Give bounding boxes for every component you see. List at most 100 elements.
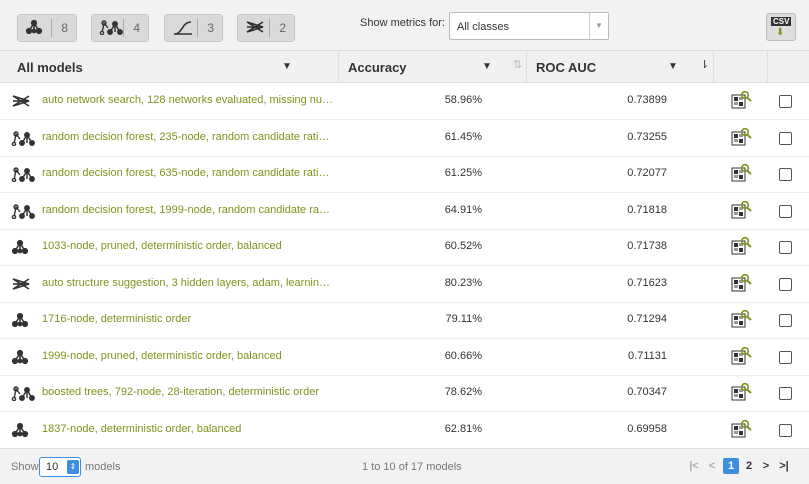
filter-icon [245,19,265,38]
accuracy: 62.81% [444,422,482,435]
table-row: auto structure suggestion, 3 hidden laye… [0,266,809,303]
accuracy: 61.25% [444,167,482,179]
model-name[interactable]: 1033-node, pruned, deterministic order, … [42,240,282,252]
filter-count: 3 [207,21,214,35]
model-view-icon[interactable] [730,382,752,405]
csv-button[interactable]: CSV ⬇ [766,13,796,41]
roc-auc: 0.73899 [627,94,667,106]
divider [713,51,714,82]
sort-icon[interactable]: ⇂ [700,59,710,71]
accuracy: 80.23% [444,276,482,289]
model-view-icon[interactable] [730,200,752,223]
model-view-icon[interactable] [730,127,752,150]
metrics-select-value: All classes [457,21,509,33]
model-view-icon[interactable] [730,236,752,259]
separator [123,19,124,37]
roc-auc: 0.70347 [627,386,667,398]
accuracy: 79.11% [445,313,483,325]
model-name[interactable]: auto structure suggestion, 3 hidden laye… [42,276,330,289]
metrics-select[interactable]: All classes ▼ [449,12,609,40]
column-header[interactable]: Accuracy [348,60,407,75]
row-checkbox[interactable] [779,204,792,218]
model-type-icon [11,203,35,222]
filter-count: 2 [279,21,286,35]
table-row: 1999-node, pruned, deterministic order, … [0,339,809,376]
model-name[interactable]: 1999-node, pruned, deterministic order, … [42,349,282,362]
filter-button[interactable]: 8 [17,14,77,42]
separator [197,19,198,37]
model-name[interactable]: 1837-node, deterministic order, balanced [42,422,242,435]
divider [767,51,768,82]
roc-auc: 0.73255 [627,130,667,143]
model-type-icon [11,312,29,331]
page-button[interactable]: 2 [745,460,753,472]
row-checkbox[interactable] [779,131,792,145]
row-checkbox[interactable] [779,241,792,254]
separator [51,19,52,37]
select-arrow: ⇕ [67,460,79,474]
row-checkbox[interactable] [779,350,792,364]
column-header[interactable]: All models [17,60,83,75]
page-button[interactable]: 1 [723,458,739,474]
page-size-select[interactable]: 10 ⇕ [39,457,81,477]
sort-icon[interactable]: ⇅ [513,59,523,71]
model-type-icon [11,385,35,404]
last-page[interactable]: >| [779,460,789,472]
row-checkbox[interactable] [779,314,792,327]
accuracy: 61.45% [444,130,482,143]
model-name[interactable]: auto network search, 128 networks evalua… [42,94,334,106]
model-view-icon[interactable] [730,273,752,296]
row-checkbox[interactable] [779,168,792,181]
model-name[interactable]: boosted trees, 792-node, 28-iteration, d… [42,386,319,398]
accuracy: 64.91% [444,203,482,216]
table-row: auto network search, 128 networks evalua… [0,83,809,120]
table-row: boosted trees, 792-node, 28-iteration, d… [0,375,809,412]
model-view-icon[interactable] [730,90,752,113]
roc-auc: 0.71294 [627,313,667,325]
model-view-icon[interactable] [730,309,752,332]
filter-button[interactable]: 4 [91,14,149,42]
separator [269,19,270,37]
model-view-icon[interactable] [730,163,752,186]
model-name[interactable]: 1716-node, deterministic order [42,313,192,325]
row-checkbox[interactable] [779,423,792,437]
model-type-icon [11,276,31,295]
roc-auc: 0.72077 [627,167,667,179]
show-label: Show [11,461,39,473]
filter-button[interactable]: 3 [164,14,223,42]
model-type-icon [11,349,29,368]
table-row: random decision forest, 1999-node, rando… [0,193,809,230]
filter-count: 8 [61,21,68,35]
table-header: All models ▼ Accuracy ▼ ⇅ ROC AUC ▼ ⇂ [0,51,809,83]
dropdown-arrow[interactable]: ▼ [282,61,292,72]
table-row: 1033-node, pruned, deterministic order, … [0,229,809,266]
model-name[interactable]: random decision forest, 235-node, random… [42,130,330,143]
dropdown-arrow[interactable]: ▼ [668,61,678,72]
model-type-icon [11,93,31,112]
row-checkbox[interactable] [779,387,792,400]
filter-button[interactable]: 2 [237,14,295,42]
model-view-icon[interactable] [730,419,752,442]
row-checkbox[interactable] [779,95,792,108]
filter-icon [99,19,123,38]
model-type-icon [11,130,35,149]
roc-auc: 0.71738 [627,240,667,252]
filter-icon [172,19,194,40]
table-row: 1716-node, deterministic order 79.11% 0.71… [0,302,809,339]
model-view-icon[interactable] [730,346,752,369]
csv-arrow: ⬇ [776,27,785,38]
first-page[interactable]: |< [689,460,699,472]
table-row: 1837-node, deterministic order, balanced… [0,412,809,449]
prev-page[interactable]: < [708,460,716,472]
model-name[interactable]: random decision forest, 1999-node, rando… [42,203,331,216]
row-checkbox[interactable] [779,277,792,291]
divider [338,51,339,82]
model-type-icon [11,166,35,185]
dropdown-arrow[interactable]: ▼ [482,61,492,72]
model-name[interactable]: random decision forest, 635-node, random… [42,167,330,179]
column-header[interactable]: ROC AUC [536,60,597,75]
toolbar: 8 4 3 2 Show metrics for: All classes ▼ CSV… [0,0,809,51]
next-page[interactable]: > [762,460,770,472]
csv-label: CSV [771,17,792,26]
